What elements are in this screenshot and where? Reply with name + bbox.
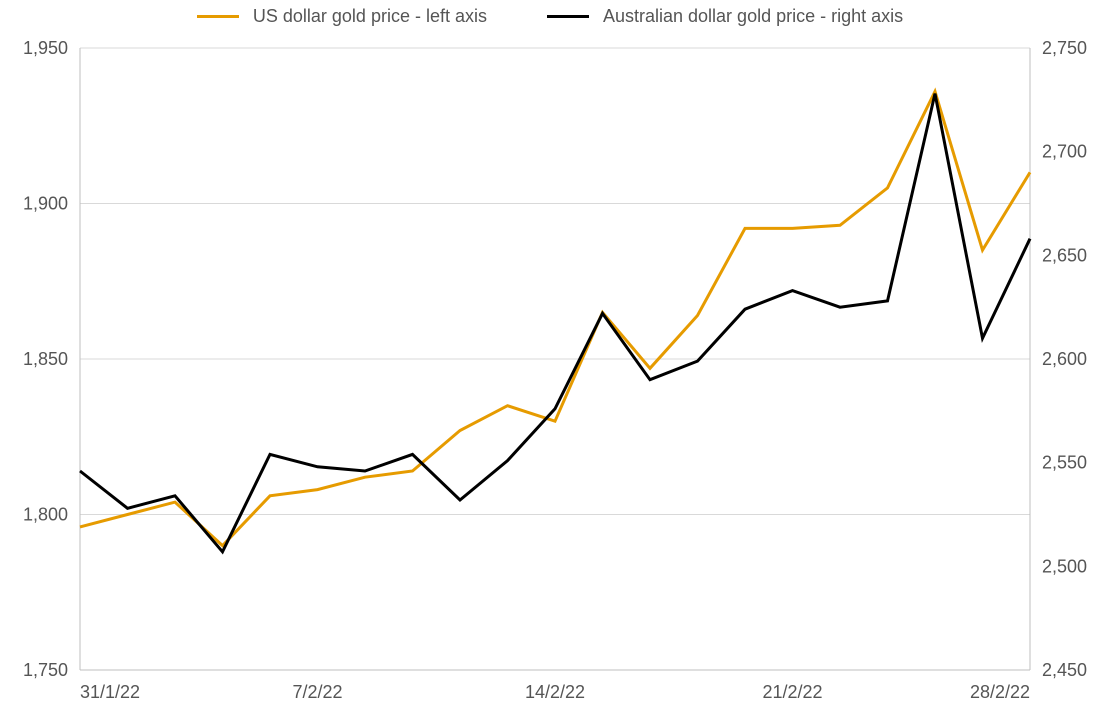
x-tick-label: 21/2/22 bbox=[762, 682, 822, 702]
y-right-tick-label: 2,650 bbox=[1042, 245, 1087, 265]
x-axis: 31/1/22 7/2/22 14/2/22 21/2/22 28/2/22 bbox=[80, 682, 1030, 702]
series-line bbox=[80, 92, 1030, 546]
legend-swatch-usd bbox=[197, 15, 239, 18]
y-right-tick-label: 2,750 bbox=[1042, 38, 1087, 58]
series-line bbox=[80, 94, 1030, 552]
legend-label-usd: US dollar gold price - left axis bbox=[253, 6, 487, 27]
y-right-tick-label: 2,450 bbox=[1042, 660, 1087, 680]
y-left-tick-label: 1,800 bbox=[23, 505, 68, 525]
y-right-tick-label: 2,550 bbox=[1042, 453, 1087, 473]
y-left-tick-label: 1,850 bbox=[23, 349, 68, 369]
legend: US dollar gold price - left axis Austral… bbox=[0, 6, 1100, 27]
x-tick-label: 14/2/22 bbox=[525, 682, 585, 702]
legend-label-aud: Australian dollar gold price - right axi… bbox=[603, 6, 903, 27]
x-tick-label: 31/1/22 bbox=[80, 682, 140, 702]
y-right-tick-label: 2,700 bbox=[1042, 142, 1087, 162]
grid bbox=[80, 48, 1030, 670]
series-group bbox=[80, 92, 1030, 552]
y-left-tick-label: 1,900 bbox=[23, 194, 68, 214]
y-left-tick-label: 1,750 bbox=[23, 660, 68, 680]
y-axis-right: 2,450 2,500 2,550 2,600 2,650 2,700 2,750 bbox=[1042, 38, 1087, 680]
x-tick-label: 7/2/22 bbox=[292, 682, 342, 702]
x-tick-label: 28/2/22 bbox=[970, 682, 1030, 702]
y-right-tick-label: 2,600 bbox=[1042, 349, 1087, 369]
legend-item-aud: Australian dollar gold price - right axi… bbox=[547, 6, 903, 27]
y-left-tick-label: 1,950 bbox=[23, 38, 68, 58]
gold-price-chart: US dollar gold price - left axis Austral… bbox=[0, 0, 1100, 712]
y-right-tick-label: 2,500 bbox=[1042, 556, 1087, 576]
y-axis-left: 1,750 1,800 1,850 1,900 1,950 bbox=[23, 38, 68, 680]
chart-svg: 1,750 1,800 1,850 1,900 1,950 2,450 2,500 2,55… bbox=[0, 0, 1100, 712]
legend-item-usd: US dollar gold price - left axis bbox=[197, 6, 487, 27]
legend-swatch-aud bbox=[547, 15, 589, 18]
